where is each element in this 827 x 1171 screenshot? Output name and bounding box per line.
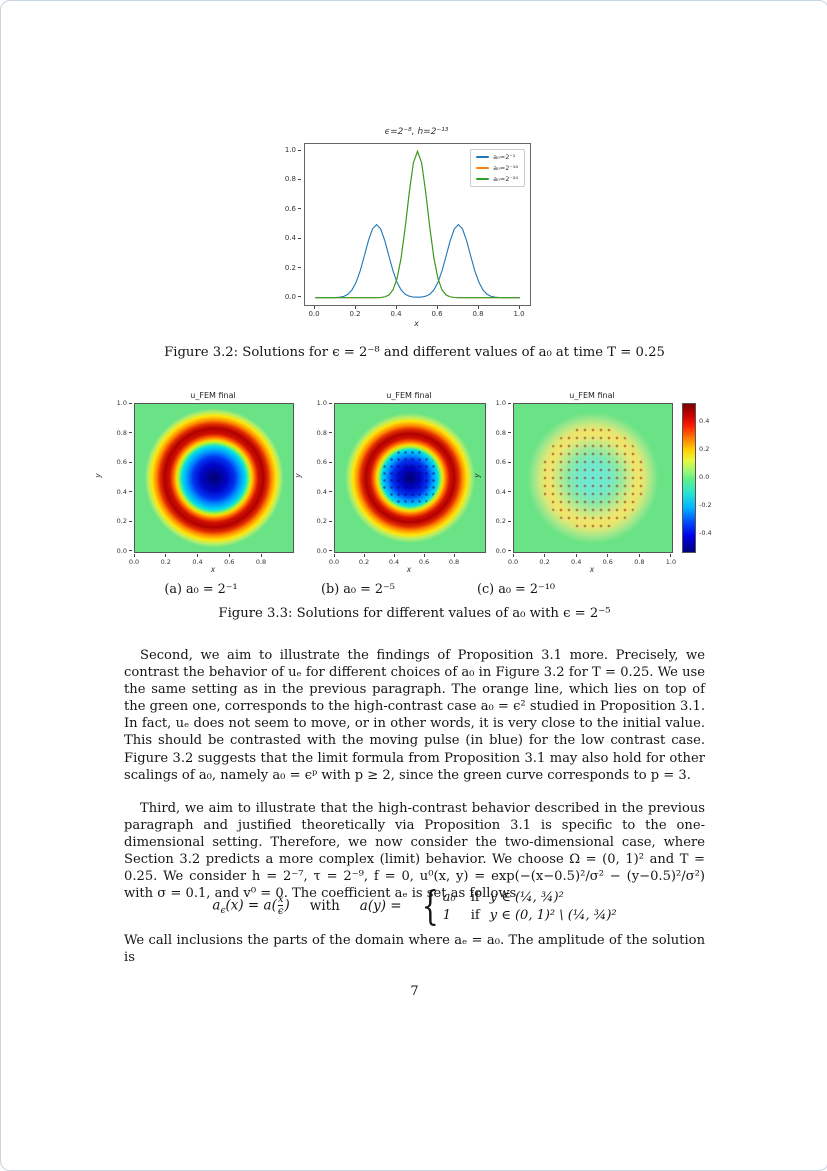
legend-label: a₀=2⁻¹ [493,153,516,161]
mesh-dots-overlay [381,449,439,507]
heatmap-title: u_FEM final [569,391,615,400]
heatmap-x-label: x [210,565,216,574]
colorbar-gradient [682,403,696,553]
legend-entry: a₀=2⁻²⁴ [476,175,518,183]
series-line [315,149,520,299]
heatmap-plot-c [513,403,673,553]
paragraph-3: We call inclusions the parts of the doma… [124,933,705,966]
equation-cases: { a₀ if y ∈ (¼, ¾)² 1 if y ∈ (0, 1)² \ (… [422,883,617,930]
heatmap-x-ticks: 0.0 0.2 0.4 0.6 0.8 [328,558,460,566]
heatmap-y-ticks: 0.0 0.2 0.4 0.6 0.8 1.0 [495,399,506,555]
heatmap-plot-a [134,403,294,553]
x-axis-label: x [414,319,419,328]
subcaption-c: (c) a₀ = 2⁻¹⁰ [477,582,555,597]
line-chart-svg [315,149,520,299]
paragraph-1: Second, we aim to illustrate the finding… [124,648,705,783]
legend-swatch-green [476,178,490,180]
colorbar: 0.4 0.2 0.0 -0.2 -0.4 [682,403,722,553]
figure-3-2-caption: Figure 3.2: Solutions for ϵ = 2⁻⁸ and di… [164,345,665,360]
equation-lhs: aϵ(x) = a(x ϵ) [212,894,290,917]
figure-3-3-caption: Figure 3.3: Solutions for different valu… [218,606,611,621]
heatmap-x-label: x [589,565,595,574]
paragraph-2: Third, we aim to illustrate that the hig… [124,801,705,902]
legend-swatch-blue [476,156,490,158]
figure-3-2-line-chart: ϵ=2⁻⁸, h=2⁻¹³ a₀=2⁻¹ a₀=2⁻¹⁶ a₀=2⁻²⁴ 0.0… [269,125,549,330]
equation-a-epsilon: aϵ(x) = a(x ϵ) with a(y) = { a₀ if y ∈ (¼… [124,881,705,931]
heatmap-x-ticks: 0.0 0.2 0.4 0.6 0.8 1.0 [507,558,677,566]
legend-entry: a₀=2⁻¹⁶ [476,164,518,172]
case-1: a₀ if y ∈ (¼, ¾)² [442,889,564,905]
heatmap-title: u_FEM final [386,391,432,400]
heatmap-title: u_FEM final [190,391,236,400]
heatmap-y-label: y [472,473,482,478]
heatmap-y-ticks: 0.0 0.2 0.4 0.6 0.8 1.0 [116,399,127,555]
subcaption-a: (a) a₀ = 2⁻¹ [164,582,238,597]
x-axis-ticks: 0.0 0.2 0.4 0.6 0.8 1.0 [308,310,525,318]
case-2: 1 if y ∈ (0, 1)² \ (¼, ¾)² [442,907,617,923]
subcaption-b: (b) a₀ = 2⁻⁵ [321,582,395,597]
colorbar-ticks: 0.4 0.2 0.0 -0.2 -0.4 [699,417,712,537]
heatmap-x-label: x [406,565,412,574]
heatmap-plot-b [334,403,486,553]
legend-label: a₀=2⁻¹⁶ [493,164,518,172]
heatmap-y-label: y [93,473,103,478]
legend-entry: a₀=2⁻¹ [476,153,518,161]
line-plot-area: a₀=2⁻¹ a₀=2⁻¹⁶ a₀=2⁻²⁴ [304,143,531,306]
chart-legend: a₀=2⁻¹ a₀=2⁻¹⁶ a₀=2⁻²⁴ [470,149,525,187]
chart-title: ϵ=2⁻⁸, h=2⁻¹³ [384,127,449,137]
equation-connector: with [309,898,340,914]
mesh-dots-overlay [541,426,645,530]
equation-mid: a(y) = [359,898,402,914]
heatmap-y-label: y [293,473,303,478]
heatmap-x-ticks: 0.0 0.2 0.4 0.6 0.8 [128,558,267,566]
page-number: 7 [410,984,419,999]
series-line [315,223,520,299]
heatmap-y-ticks: 0.0 0.2 0.4 0.6 0.8 1.0 [316,399,327,555]
y-axis-ticks: 0.0 0.2 0.4 0.6 0.8 1.0 [284,146,296,301]
curly-brace: { [421,882,439,930]
legend-swatch-orange [476,167,490,169]
legend-label: a₀=2⁻²⁴ [493,175,518,183]
